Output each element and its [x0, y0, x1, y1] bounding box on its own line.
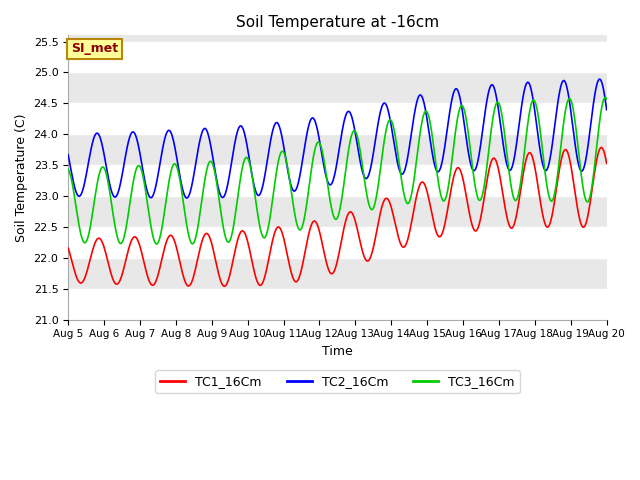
Bar — [68, 41, 607, 72]
Line: TC2_16Cm: TC2_16Cm — [68, 79, 607, 198]
Line: TC1_16Cm: TC1_16Cm — [68, 147, 607, 286]
TC3_16Cm — [128, 188, 136, 194]
TC1_16Cm — [371, 237, 379, 243]
TC2_16Cm — [106, 182, 114, 188]
TC2_16Cm — [183, 195, 191, 201]
TC1_16Cm — [304, 234, 312, 240]
Y-axis label: Soil Temperature (C): Soil Temperature (C) — [15, 113, 28, 242]
TC2_16Cm — [293, 184, 301, 190]
TC2_16Cm — [371, 140, 379, 146]
Bar — [68, 227, 607, 258]
TC3_16Cm — [64, 166, 72, 172]
TC1_16Cm — [293, 278, 301, 284]
Bar — [68, 134, 607, 165]
X-axis label: Time: Time — [322, 345, 353, 358]
TC3_16Cm — [293, 221, 301, 227]
TC1_16Cm — [603, 160, 611, 166]
Title: Soil Temperature at -16cm: Soil Temperature at -16cm — [236, 15, 439, 30]
Bar — [68, 196, 607, 227]
TC1_16Cm — [64, 245, 72, 251]
TC1_16Cm — [314, 223, 322, 229]
TC1_16Cm — [106, 266, 114, 272]
TC2_16Cm — [596, 76, 604, 82]
Legend: TC1_16Cm, TC2_16Cm, TC3_16Cm: TC1_16Cm, TC2_16Cm, TC3_16Cm — [155, 370, 520, 393]
Text: SI_met: SI_met — [71, 42, 118, 56]
TC3_16Cm — [153, 241, 161, 247]
TC2_16Cm — [314, 129, 322, 134]
TC1_16Cm — [221, 283, 228, 289]
Bar — [68, 258, 607, 289]
TC3_16Cm — [371, 201, 379, 206]
TC3_16Cm — [602, 95, 609, 100]
TC3_16Cm — [106, 190, 114, 195]
Bar — [68, 103, 607, 134]
TC1_16Cm — [128, 237, 136, 243]
Bar — [68, 165, 607, 196]
TC2_16Cm — [603, 107, 611, 113]
TC3_16Cm — [603, 96, 611, 102]
Bar — [68, 72, 607, 103]
TC1_16Cm — [597, 144, 605, 150]
TC3_16Cm — [304, 191, 312, 197]
Line: TC3_16Cm: TC3_16Cm — [68, 97, 607, 244]
TC3_16Cm — [314, 139, 322, 145]
TC2_16Cm — [64, 152, 72, 157]
TC2_16Cm — [304, 125, 312, 131]
TC2_16Cm — [128, 130, 136, 135]
Bar — [68, 289, 607, 320]
